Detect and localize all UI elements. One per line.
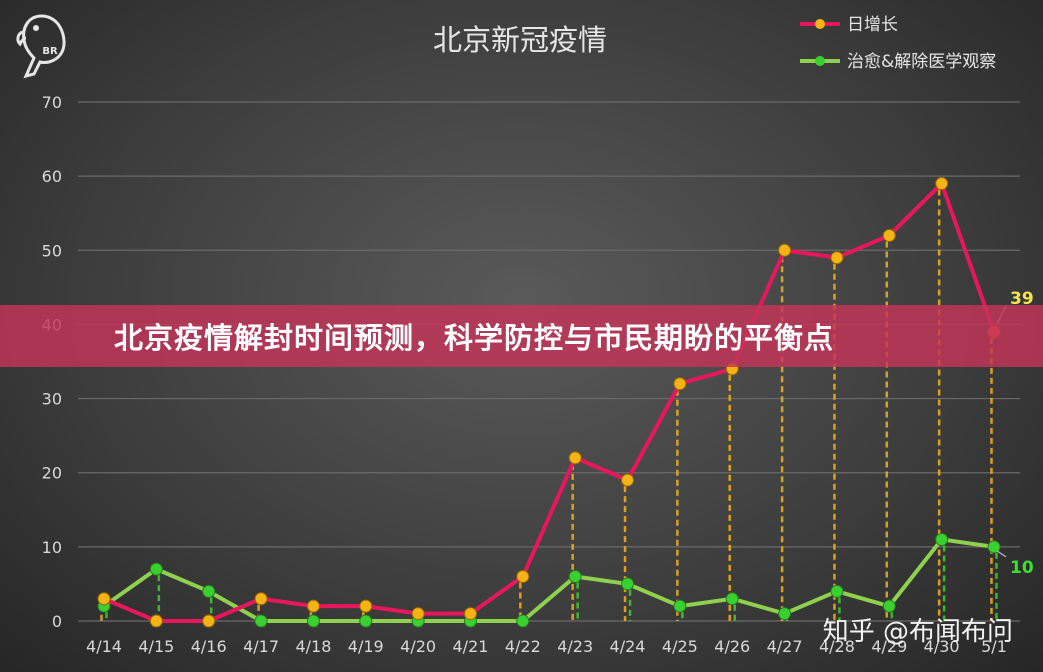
x-tick-label: 4/15 xyxy=(138,637,174,656)
point-recovered xyxy=(673,599,687,613)
point-recovered xyxy=(725,592,739,606)
series-line-daily xyxy=(103,181,996,623)
chart-title: 北京新冠疫情 xyxy=(433,23,607,57)
x-tick-label: 4/18 xyxy=(295,637,331,656)
x-tick-label: 4/28 xyxy=(819,637,855,656)
point-daily xyxy=(621,473,635,487)
x-tick-label: 4/22 xyxy=(505,637,541,656)
x-tick-label: 4/16 xyxy=(191,637,227,656)
x-tick-label: 4/17 xyxy=(243,637,279,656)
annotation-leader xyxy=(996,550,1007,558)
point-recovered xyxy=(359,614,373,628)
legend-marker xyxy=(815,56,825,66)
series-markers: 39 10 xyxy=(97,177,1034,628)
x-tick-label: 4/27 xyxy=(767,637,803,656)
point-daily xyxy=(830,251,844,265)
x-tick-label: 4/29 xyxy=(871,637,907,656)
point-daily xyxy=(149,614,163,628)
y-tick-label: 20 xyxy=(42,464,62,483)
point-daily xyxy=(97,592,111,606)
headline-banner: 北京疫情解封时间预测，科学防控与市民期盼的平衡点 xyxy=(0,305,1043,367)
point-daily xyxy=(306,599,320,613)
point-daily xyxy=(463,607,477,621)
y-tick-label: 70 xyxy=(42,93,62,112)
axis-labels: 0102030405060704/144/154/164/174/184/194… xyxy=(42,93,1007,656)
point-daily xyxy=(411,607,425,621)
x-tick-label: 4/24 xyxy=(610,637,646,656)
point-daily xyxy=(673,377,687,391)
point-recovered xyxy=(568,570,582,584)
data-label: 39 xyxy=(1010,289,1034,309)
watermark: 知乎 @布闻布问 xyxy=(822,617,1013,647)
y-tick-label: 50 xyxy=(42,241,62,260)
x-tick-label: 5/1 xyxy=(981,637,1007,656)
x-tick-label: 4/19 xyxy=(348,637,384,656)
x-tick-label: 4/23 xyxy=(557,637,593,656)
x-tick-label: 4/20 xyxy=(400,637,436,656)
data-label: 10 xyxy=(1010,558,1034,578)
point-daily xyxy=(516,570,530,584)
point-daily xyxy=(935,177,949,191)
point-recovered xyxy=(935,532,949,546)
point-recovered xyxy=(149,562,163,576)
y-tick-label: 10 xyxy=(42,538,62,557)
point-recovered xyxy=(306,614,320,628)
x-tick-label: 4/26 xyxy=(714,637,750,656)
point-daily xyxy=(202,614,216,628)
point-recovered xyxy=(987,540,1001,554)
y-tick-label: 60 xyxy=(42,167,62,186)
point-recovered xyxy=(778,607,792,621)
series-lines xyxy=(102,181,996,623)
parrot-logo-icon: BR xyxy=(16,14,66,79)
point-recovered xyxy=(621,577,635,591)
legend-label: 治愈&解除医学观察 xyxy=(847,52,996,72)
x-tick-label: 4/14 xyxy=(86,637,122,656)
point-recovered xyxy=(882,599,896,613)
x-tick-label: 4/25 xyxy=(662,637,698,656)
series-line-recovered xyxy=(102,537,995,623)
x-tick-label: 4/21 xyxy=(453,637,489,656)
point-recovered xyxy=(254,614,268,628)
point-daily xyxy=(359,599,373,613)
x-tick-label: 4/30 xyxy=(924,637,960,656)
legend-marker xyxy=(815,19,825,29)
point-daily xyxy=(568,451,582,465)
drop-lines xyxy=(100,189,998,627)
point-recovered xyxy=(202,584,216,598)
logo-text: BR xyxy=(42,46,58,57)
point-daily xyxy=(778,243,792,257)
y-tick-label: 30 xyxy=(42,390,62,409)
point-recovered xyxy=(516,614,530,628)
point-recovered xyxy=(830,584,844,598)
point-daily xyxy=(882,228,896,242)
y-tick-label: 0 xyxy=(52,612,62,631)
legend-label: 日增长 xyxy=(847,15,898,35)
headline-text: 北京疫情解封时间预测，科学防控与市民期盼的平衡点 xyxy=(114,321,835,355)
point-daily xyxy=(254,592,268,606)
